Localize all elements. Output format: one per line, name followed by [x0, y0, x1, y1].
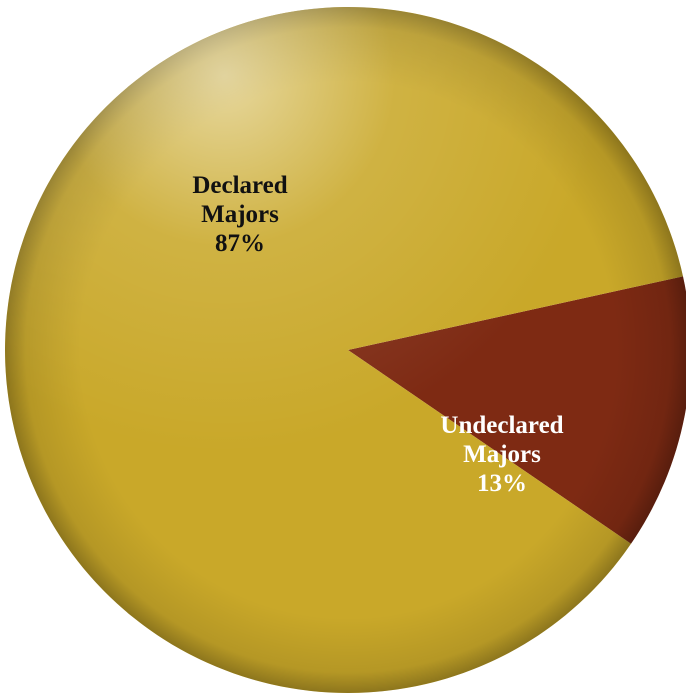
slice-percent-label: 87%	[215, 230, 265, 257]
slice-name-line: Majors	[463, 441, 541, 468]
slice-percent-label: 13%	[477, 470, 527, 497]
slice-label-undeclared-majors: Undeclared Majors 13%	[440, 412, 563, 497]
slice-name-line: Undeclared	[440, 412, 563, 439]
slice-name-line: Majors	[201, 201, 279, 228]
slice-name-line: Declared	[192, 172, 287, 199]
pie-gloss-highlight	[5, 7, 686, 693]
slice-label-declared-majors: Declared Majors 87%	[192, 172, 287, 257]
